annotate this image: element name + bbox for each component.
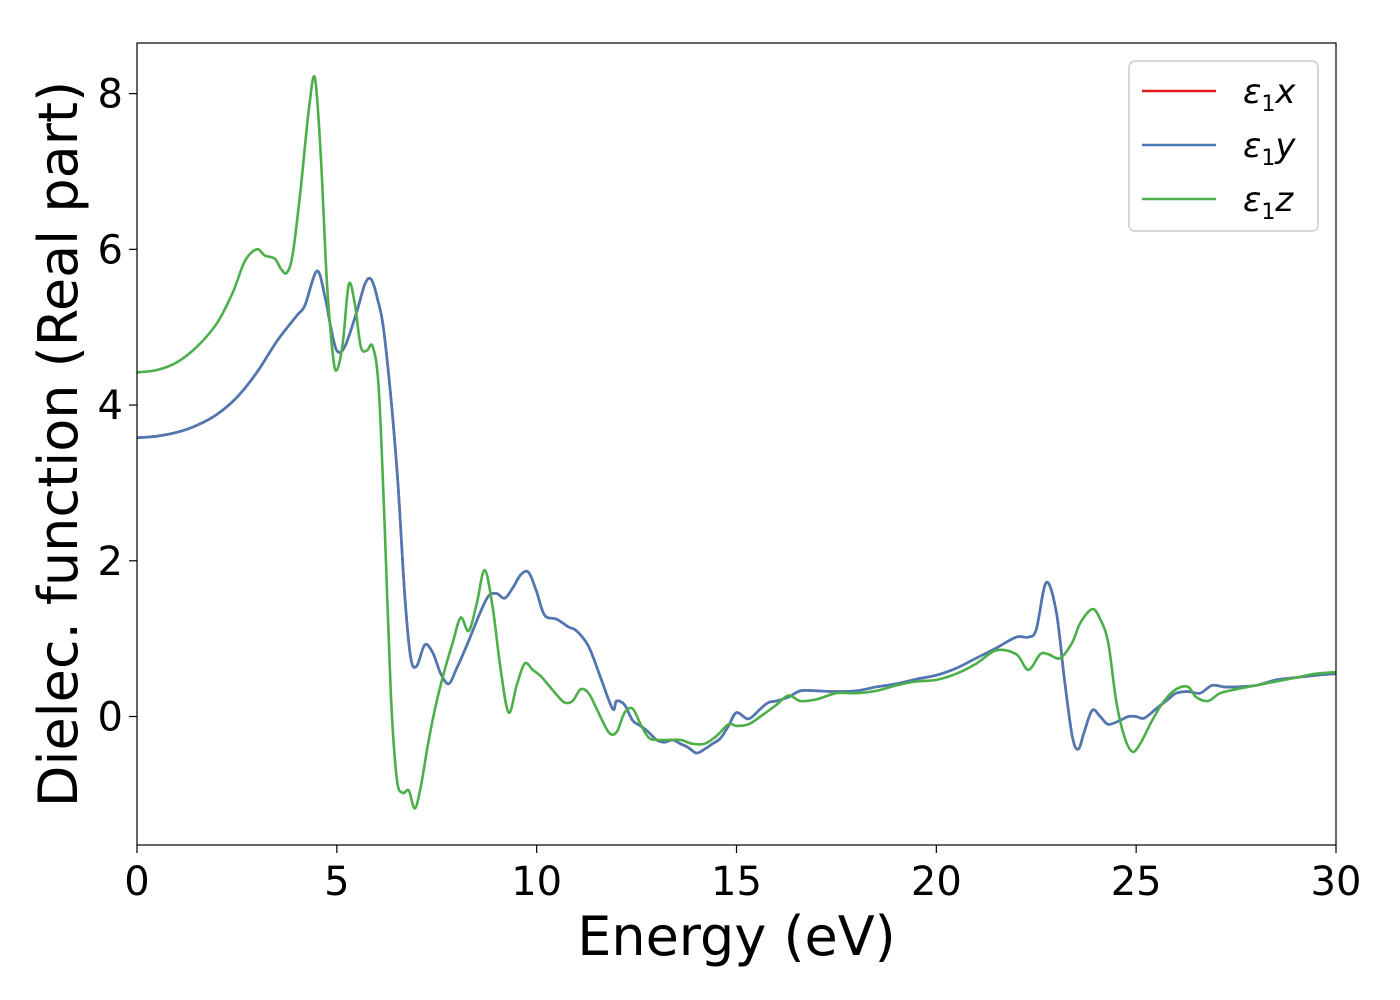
x-tick-label: 25: [1111, 859, 1162, 905]
series-layer: [136, 75, 1337, 810]
legend-label-z: ε1z: [1243, 180, 1294, 225]
legend-label-x: ε1x: [1243, 72, 1296, 117]
x-tick-label: 10: [511, 859, 562, 905]
x-tick-label: 5: [324, 859, 349, 905]
x-tick-label: 15: [711, 859, 762, 905]
y-tick-label: 0: [98, 695, 123, 741]
y-tick-label: 2: [98, 539, 123, 585]
y-tick-label: 4: [98, 383, 123, 429]
y-axis-ticks: 0 2 4 6 8: [98, 72, 137, 741]
legend-box: [1128, 60, 1319, 232]
y-tick-label: 8: [98, 72, 123, 118]
series-line-z: [136, 75, 1337, 810]
x-tick-label: 30: [1311, 859, 1362, 905]
y-axis-title: Dielec. function (Real part): [27, 81, 90, 807]
x-tick-label: 0: [124, 859, 149, 905]
x-axis-ticks: 0 5 10 15 20 25 30: [124, 845, 1361, 905]
legend: ε1x ε1y ε1z: [1128, 60, 1319, 232]
y-tick-label: 6: [98, 227, 123, 273]
legend-label-y: ε1y: [1243, 126, 1296, 171]
x-tick-label: 20: [911, 859, 962, 905]
x-axis-title: Energy (eV): [577, 905, 896, 968]
